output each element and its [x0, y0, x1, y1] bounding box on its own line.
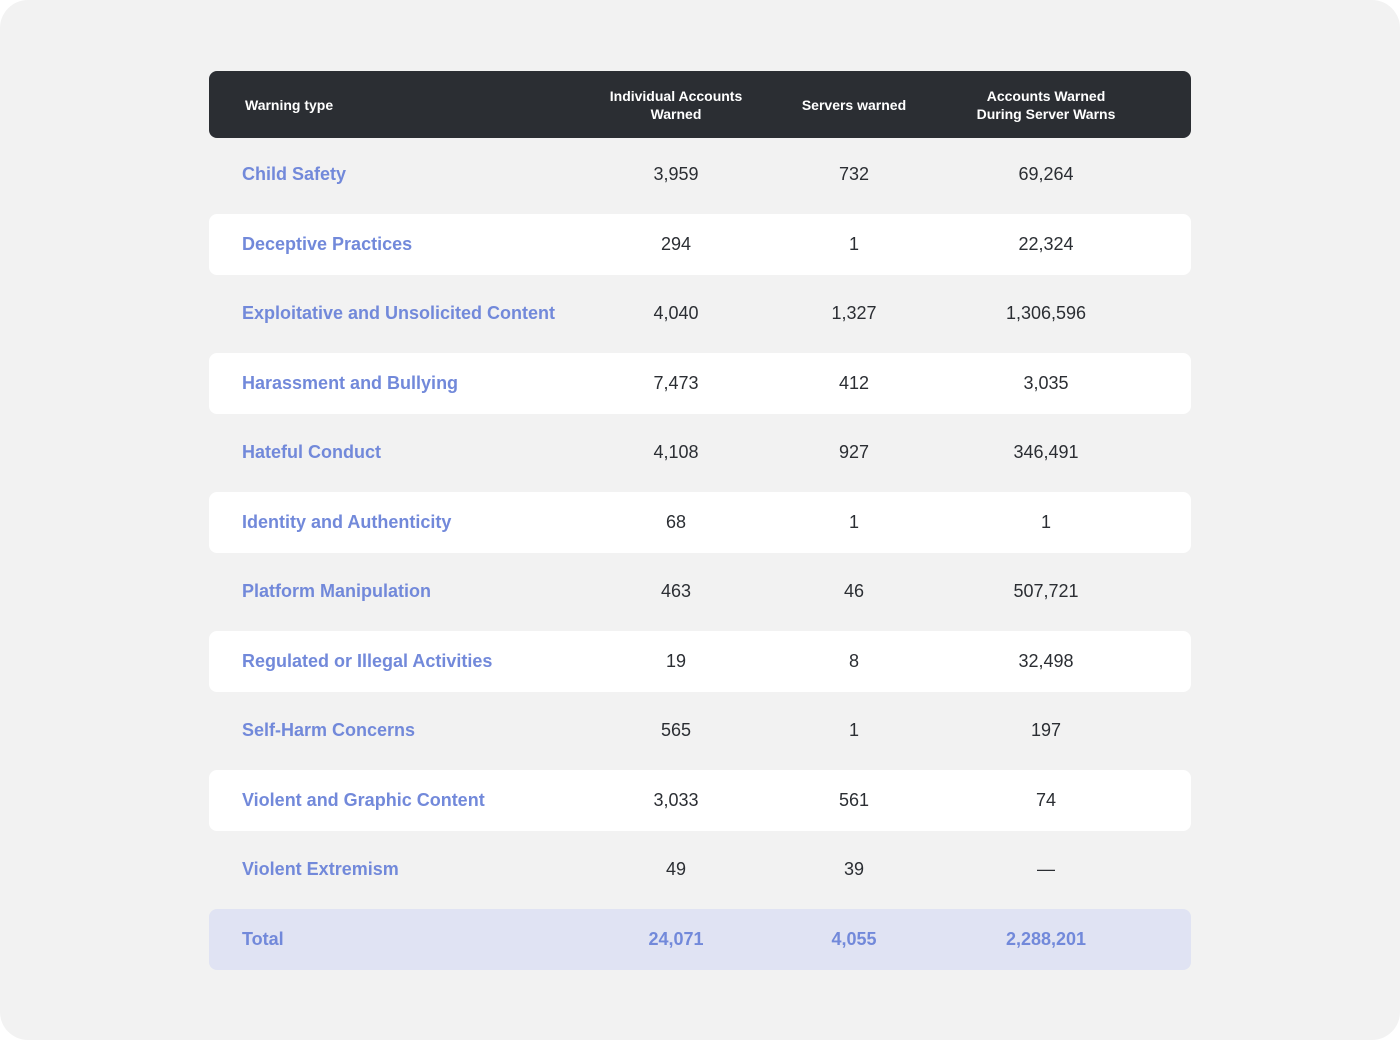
header-individual-accounts-warned: Individual Accounts Warned [609, 87, 743, 122]
individual-accounts-value: 294 [660, 233, 692, 254]
table-row: Harassment and Bullying 7,473 412 3,035 [209, 352, 1191, 414]
warning-type-label: Violent and Graphic Content [242, 789, 485, 810]
table-row: Violent and Graphic Content 3,033 561 74 [209, 769, 1191, 831]
individual-accounts-value: 7,473 [653, 372, 699, 393]
accounts-during-server-warns-value: 3,035 [1023, 372, 1069, 393]
accounts-during-server-warns-value: 197 [1030, 720, 1062, 740]
individual-accounts-value: 3,959 [653, 164, 699, 184]
table-row: Deceptive Practices 294 1 22,324 [209, 213, 1191, 275]
servers-warned-value: 46 [843, 581, 865, 601]
table-row: Platform Manipulation 463 46 507,721 [209, 561, 1191, 622]
warning-type-label: Identity and Authenticity [242, 511, 452, 532]
accounts-during-server-warns-value: 69,264 [1018, 164, 1074, 184]
servers-warned-value: 1 [848, 720, 859, 740]
individual-accounts-value: 49 [665, 859, 687, 879]
total-individual-accounts-value: 24,071 [648, 928, 704, 949]
total-servers-warned-value: 4,055 [831, 928, 877, 949]
servers-warned-value: 39 [843, 859, 865, 879]
total-accounts-during-server-warns-value: 2,288,201 [1005, 928, 1087, 949]
servers-warned-value: 1 [848, 511, 859, 532]
header-cell: Warning type [245, 71, 585, 138]
warning-type-label: Child Safety [242, 164, 347, 184]
header-cell: Servers warned [779, 71, 929, 138]
total-row: Total 24,071 4,055 2,288,201 [209, 908, 1191, 970]
individual-accounts-value: 4,040 [653, 303, 699, 323]
accounts-during-server-warns-value: — [1037, 859, 1055, 879]
header-warning-type: Warning type [245, 96, 334, 113]
accounts-during-server-warns-value: 1,306,596 [1005, 303, 1087, 323]
accounts-during-server-warns-value: 74 [1035, 789, 1057, 810]
table-header: Warning type Individual Accounts Warned … [209, 71, 1191, 138]
total-label: Total [242, 928, 284, 949]
table-row: Child Safety 3,959 732 69,264 [209, 144, 1191, 205]
accounts-during-server-warns-value: 32,498 [1018, 650, 1074, 671]
warning-type-label: Hateful Conduct [242, 442, 381, 462]
individual-accounts-value: 68 [665, 511, 687, 532]
servers-warned-value: 1,327 [831, 303, 877, 323]
warning-type-label: Regulated or Illegal Activities [242, 650, 493, 671]
warnings-table: Warning type Individual Accounts Warned … [209, 71, 1191, 970]
accounts-during-server-warns-value: 22,324 [1018, 233, 1074, 254]
table-row: Self-Harm Concerns 565 1 197 [209, 700, 1191, 761]
servers-warned-value: 412 [838, 372, 870, 393]
table-row: Violent Extremism 49 39 — [209, 839, 1191, 900]
warning-type-label: Exploitative and Unsolicited Content [242, 303, 556, 323]
individual-accounts-value: 3,033 [653, 789, 699, 810]
servers-warned-value: 732 [838, 164, 870, 184]
accounts-during-server-warns-value: 346,491 [1013, 442, 1079, 462]
accounts-during-server-warns-value: 507,721 [1013, 581, 1079, 601]
warning-type-label: Self-Harm Concerns [242, 720, 416, 740]
servers-warned-value: 1 [848, 233, 859, 254]
individual-accounts-value: 4,108 [653, 442, 699, 462]
individual-accounts-value: 565 [660, 720, 692, 740]
header-cell: Accounts Warned During Server Warns [956, 71, 1136, 138]
servers-warned-value: 927 [838, 442, 870, 462]
warning-type-label: Deceptive Practices [242, 233, 413, 254]
servers-warned-value: 561 [838, 789, 870, 810]
table-row: Identity and Authenticity 68 1 1 [209, 491, 1191, 553]
warning-type-label: Harassment and Bullying [242, 372, 459, 393]
table-row: Regulated or Illegal Activities 19 8 32,… [209, 630, 1191, 692]
individual-accounts-value: 19 [665, 650, 687, 671]
warning-type-label: Violent Extremism [242, 859, 399, 879]
accounts-during-server-warns-value: 1 [1040, 511, 1051, 532]
individual-accounts-value: 463 [660, 581, 692, 601]
table-row: Hateful Conduct 4,108 927 346,491 [209, 422, 1191, 483]
header-cell: Individual Accounts Warned [596, 71, 756, 138]
servers-warned-value: 8 [848, 650, 859, 671]
table-row: Exploitative and Unsolicited Content 4,0… [209, 283, 1191, 344]
header-servers-warned: Servers warned [801, 96, 907, 113]
warning-type-label: Platform Manipulation [242, 581, 431, 601]
header-accounts-warned-during-server-warns: Accounts Warned During Server Warns [976, 87, 1116, 122]
